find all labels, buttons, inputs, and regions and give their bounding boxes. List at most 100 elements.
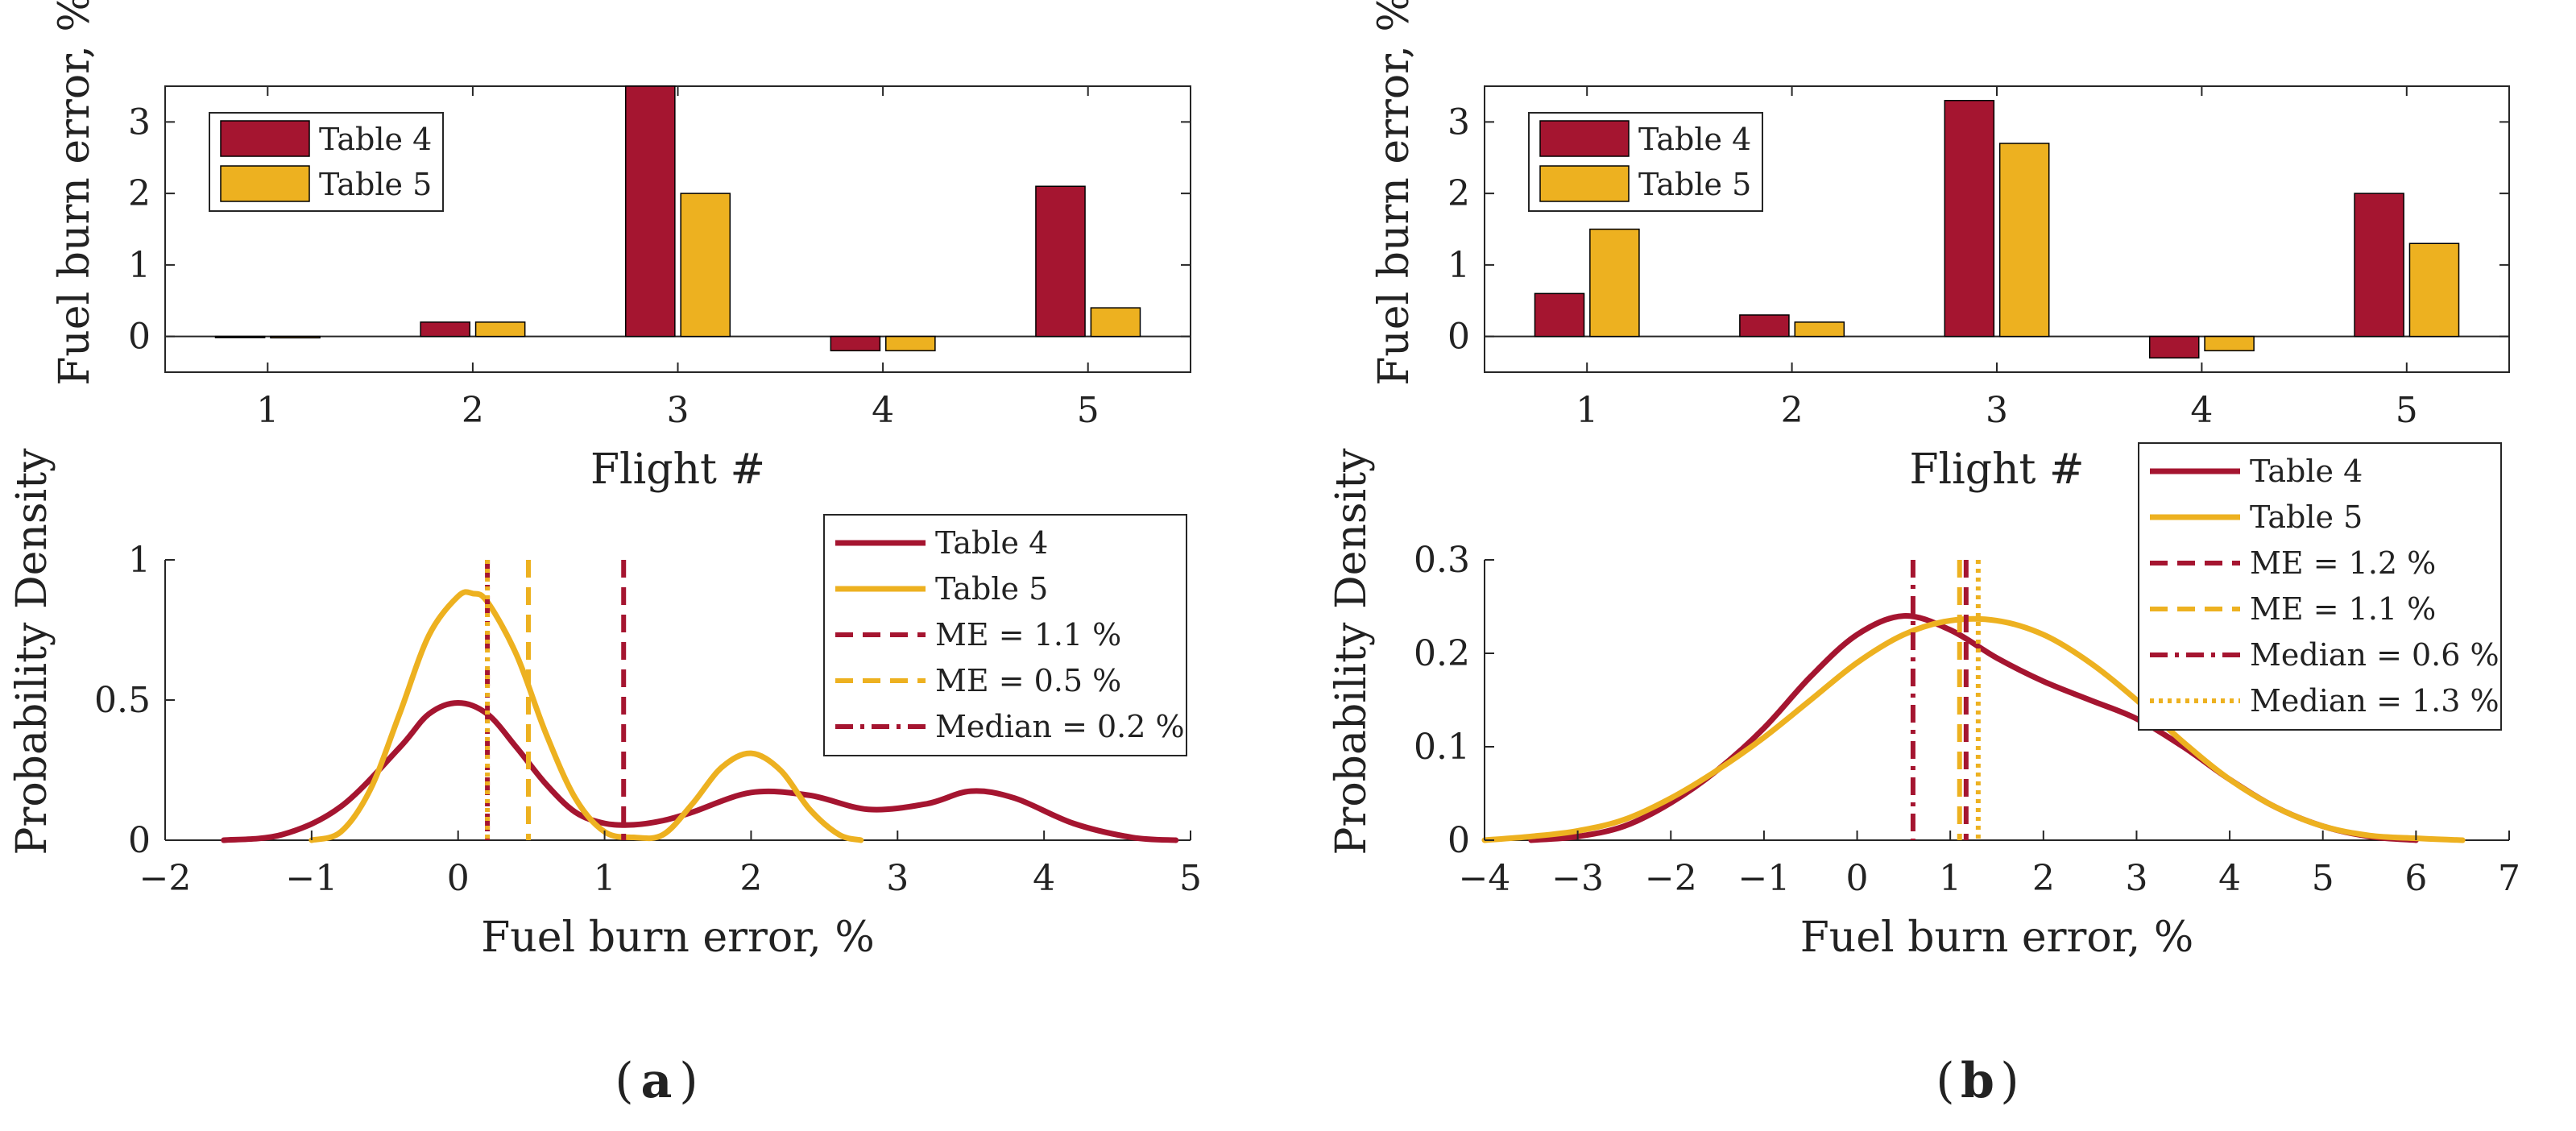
x-tick-label: 0 [447, 858, 470, 899]
x-tick-label: 5 [1077, 390, 1100, 431]
x-axis-label: Flight # [590, 445, 765, 494]
y-tick-label: 2 [1447, 173, 1470, 214]
legend-label: Median = 0.2 % [935, 709, 1185, 744]
legend-label: ME = 1.2 % [2250, 545, 2436, 581]
y-tick-label: 1 [128, 245, 151, 286]
bar-table4-flight-5 [2354, 193, 2404, 338]
y-tick-label: 3 [128, 102, 151, 143]
y-tick-label: 0.1 [1414, 727, 1470, 768]
legend-label: Table 5 [319, 167, 432, 202]
x-tick-label: 3 [886, 858, 909, 899]
bar-table5-flight-3 [680, 193, 731, 338]
x-tick-label: 4 [2190, 390, 2213, 431]
x-tick-label: 2 [462, 390, 484, 431]
legend-label: Table 4 [1638, 122, 1751, 157]
x-tick-label: 1 [1576, 390, 1598, 431]
y-axis-label: Fuel burn error, % [51, 0, 99, 386]
caption-paren-close: ) [2000, 1053, 2019, 1109]
bar-table4-flight-5 [1035, 185, 1086, 338]
caption-paren-open: ( [1936, 1053, 1954, 1109]
bar-table5-flight-5 [2408, 242, 2460, 338]
chart-a_bottom: −2 −1 0 1 2 3 4 5 0 0.5 1 Fuel burn error, % Probabi… [8, 448, 1202, 962]
x-tick-label: 1 [256, 390, 279, 431]
x-tick-label: 4 [1033, 858, 1055, 899]
density-curve-table5 [1481, 615, 2466, 843]
x-axis-label: Fuel burn error, % [481, 914, 875, 962]
x-tick-label: 0 [1846, 858, 1869, 899]
bar-table5-flight-4 [2204, 335, 2255, 352]
bar-table4-flight-3 [1944, 100, 1995, 338]
x-tick-label: 3 [1986, 390, 2008, 431]
caption-letter: b [1961, 1053, 1994, 1109]
y-tick-label: 0.3 [1414, 540, 1470, 581]
bar-table4-flight-4 [830, 335, 881, 352]
legend-label: Table 5 [935, 571, 1048, 607]
x-tick-label: 3 [667, 390, 690, 431]
x-axis-label: Flight # [1909, 445, 2084, 494]
legend-swatch-table4 [1539, 120, 1630, 157]
legend-label: Table 4 [319, 122, 432, 157]
bar-table5-flight-2 [474, 321, 526, 338]
legend: Table 4 Table 5 [209, 112, 444, 212]
legend-label: Median = 0.6 % [2250, 637, 2499, 673]
x-tick-label: 7 [2498, 858, 2520, 899]
bar-table4-flight-2 [420, 321, 470, 338]
y-tick-label: 0 [1447, 317, 1470, 358]
x-tick-label: −3 [1551, 858, 1604, 899]
legend: Table 4 Table 5 ME = 1.2 % ME = 1.1 % Median… [2138, 442, 2502, 731]
y-tick-label: 2 [128, 173, 151, 214]
legend-label: Table 5 [1638, 167, 1751, 202]
chart-a_top: 1 2 3 4 5 0 1 2 3 Flight # Fuel burn error, % Table… [51, 0, 1191, 494]
legend-label: ME = 1.1 % [2250, 591, 2436, 627]
bar-table4-flight-1 [214, 335, 266, 338]
x-tick-label: 6 [2404, 858, 2427, 899]
legend-box [823, 514, 1187, 756]
y-tick-label: 1 [1447, 245, 1470, 286]
x-tick-label: 1 [594, 858, 616, 899]
bar-table5-flight-5 [1090, 307, 1141, 338]
y-tick-label: 1 [128, 540, 151, 581]
y-tick-label: 3 [1447, 102, 1470, 143]
x-tick-label: −1 [1737, 858, 1790, 899]
legend-box [2138, 442, 2502, 731]
legend-label: ME = 0.5 % [935, 663, 1121, 698]
y-tick-label: 0.5 [94, 680, 151, 721]
x-tick-label: −4 [1459, 858, 1511, 899]
x-tick-label: −1 [285, 858, 338, 899]
x-tick-label: 1 [1939, 858, 1961, 899]
bar-table5-flight-3 [1998, 143, 2050, 338]
legend-swatch-table5 [220, 165, 310, 202]
x-tick-label: 5 [2396, 390, 2418, 431]
caption-letter: a [641, 1053, 673, 1109]
chart-b_bottom: −4 −3 −2 −1 0 1 2 3 4 5 6 7 0 0.1 0.2 0.3 Fuel burn erro… [1327, 442, 2520, 962]
x-tick-label: −2 [139, 858, 192, 899]
x-axis-label: Fuel burn error, % [1800, 914, 2194, 962]
legend-label: Table 4 [2250, 454, 2363, 489]
legend-label: ME = 1.1 % [935, 617, 1121, 652]
bar-table4-flight-3 [624, 85, 676, 338]
bar-table5-flight-1 [270, 335, 321, 339]
bar-table4-flight-2 [1739, 314, 1790, 338]
bar-table5-flight-4 [885, 335, 936, 352]
x-tick-label: 5 [2312, 858, 2334, 899]
y-axis-label: Fuel burn error, % [1370, 0, 1418, 386]
density-curve-table5 [309, 589, 864, 843]
y-tick-label: 0 [128, 820, 151, 861]
y-axis-label: Probability Density [1327, 448, 1376, 856]
bar-table4-flight-1 [1534, 292, 1585, 338]
density-curve-table4 [221, 699, 1179, 843]
caption-b: (b) [1936, 1053, 2019, 1109]
x-tick-label: 4 [872, 390, 894, 431]
legend-label: Table 4 [935, 525, 1048, 561]
caption-a: (a) [615, 1053, 698, 1109]
x-tick-label: 4 [2218, 858, 2241, 899]
bar-table5-flight-1 [1589, 228, 1640, 338]
legend: Table 4 Table 5 ME = 1.1 % ME = 0.5 % Median… [823, 514, 1187, 756]
y-tick-label: 0 [128, 317, 151, 358]
x-tick-label: 3 [2125, 858, 2147, 899]
x-tick-label: 5 [1179, 858, 1202, 899]
chart-b_top: 1 2 3 4 5 0 1 2 3 Flight # Fuel burn error, % Table… [1370, 0, 2510, 494]
y-tick-label: 0.2 [1414, 633, 1470, 674]
bar-table5-flight-2 [1794, 321, 1845, 338]
